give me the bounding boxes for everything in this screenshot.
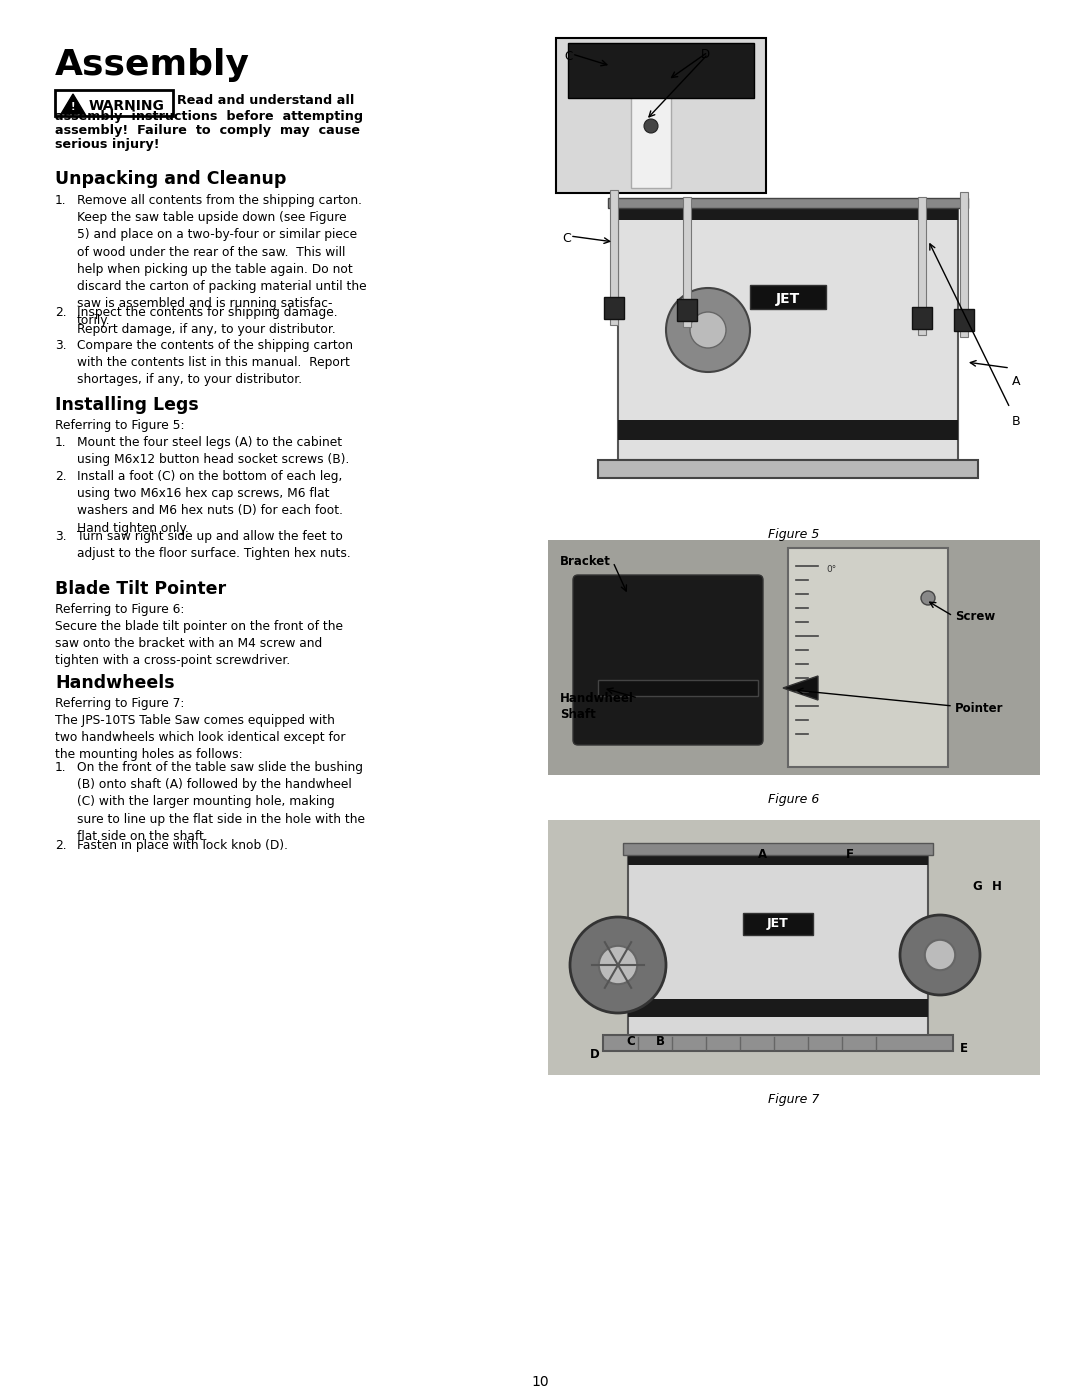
Text: Read and understand all: Read and understand all [177,94,354,108]
FancyBboxPatch shape [568,43,754,98]
Bar [912,307,932,330]
Text: 0°: 0° [826,566,836,574]
Bar [750,285,826,309]
Text: WARNING: WARNING [89,99,165,113]
Text: 2.: 2. [55,469,67,483]
Bar [960,191,968,337]
Text: A: A [758,848,767,861]
Bar [918,197,926,335]
Text: A: A [1012,374,1021,388]
Bar [598,680,758,696]
Text: Screw: Screw [955,610,996,623]
Text: assembly  instructions  before  attempting: assembly instructions before attempting [55,110,363,123]
Polygon shape [783,676,818,700]
Bar [548,29,1040,510]
Text: 2.: 2. [55,306,67,319]
Text: serious injury!: serious injury! [55,138,160,151]
Text: Compare the contents of the shipping carton
with the contents list in this manua: Compare the contents of the shipping car… [77,339,353,387]
Text: E: E [960,1042,968,1055]
Circle shape [690,312,726,348]
Text: Turn saw right side up and allow the feet to
adjust to the floor surface. Tighte: Turn saw right side up and allow the fee… [77,529,351,560]
Text: C: C [562,232,570,244]
Bar [556,38,766,193]
Circle shape [644,119,658,133]
Text: JET: JET [775,292,800,306]
Text: JET: JET [767,918,788,930]
Bar [683,197,691,327]
Bar [954,309,974,331]
Circle shape [570,916,666,1013]
Text: assembly!  Failure  to  comply  may  cause: assembly! Failure to comply may cause [55,124,360,137]
Circle shape [924,940,955,970]
Text: Secure the blade tilt pointer on the front of the
saw onto the bracket with an M: Secure the blade tilt pointer on the fro… [55,620,343,668]
Bar [631,59,671,189]
Text: 1.: 1. [55,194,67,207]
Bar [548,820,1040,1076]
Text: D: D [590,1048,599,1060]
Text: Referring to Figure 5:: Referring to Figure 5: [55,419,185,432]
Text: Bracket: Bracket [561,555,611,569]
Text: G: G [972,880,982,893]
Bar [743,914,813,935]
Text: Mount the four steel legs (A) to the cabinet
using M6x12 button head socket scre: Mount the four steel legs (A) to the cab… [77,436,349,467]
Text: Assembly: Assembly [55,47,249,82]
Circle shape [666,288,750,372]
Bar [610,190,618,326]
FancyBboxPatch shape [573,576,762,745]
Text: Install a foot (C) on the bottom of each leg,
using two M6x16 hex cap screws, M6: Install a foot (C) on the bottom of each… [77,469,343,535]
Text: Handwheel
Shaft: Handwheel Shaft [561,692,634,721]
Circle shape [921,591,935,605]
Text: B: B [656,1035,665,1048]
Text: Pointer: Pointer [955,703,1003,715]
Text: Unpacking and Cleanup: Unpacking and Cleanup [55,170,286,189]
Bar [598,460,978,478]
Text: 10: 10 [531,1375,549,1389]
Text: The JPS-10TS Table Saw comes equipped with
two handwheels which look identical e: The JPS-10TS Table Saw comes equipped wi… [55,714,346,761]
Text: H: H [993,880,1002,893]
Text: Inspect the contents for shipping damage.
Report damage, if any, to your distrib: Inspect the contents for shipping damage… [77,306,338,337]
Circle shape [900,915,980,995]
Text: Installing Legs: Installing Legs [55,395,199,414]
Text: Referring to Figure 6:: Referring to Figure 6: [55,604,185,616]
Bar [603,1035,953,1051]
Text: C: C [626,1035,635,1048]
Text: 3.: 3. [55,529,67,543]
Text: 3.: 3. [55,339,67,352]
Text: Figure 6: Figure 6 [768,793,820,806]
Bar [788,548,948,767]
Bar [548,541,1040,775]
Circle shape [598,946,637,985]
Text: Fasten in place with lock knob (D).: Fasten in place with lock knob (D). [77,840,288,852]
Text: Blade Tilt Pointer: Blade Tilt Pointer [55,580,226,598]
Bar [627,999,928,1017]
Bar [608,198,968,208]
Bar [618,420,958,440]
Text: Handwheels: Handwheels [55,673,175,692]
Text: !: ! [71,102,76,112]
Bar [677,299,697,321]
Bar [623,842,933,855]
Text: Figure 5: Figure 5 [768,528,820,541]
Text: C: C [564,50,572,63]
Text: D: D [701,47,711,61]
Text: B: B [1012,415,1021,427]
Text: 1.: 1. [55,761,67,774]
Text: 2.: 2. [55,840,67,852]
Text: On the front of the table saw slide the bushing
(B) onto shaft (A) followed by t: On the front of the table saw slide the … [77,761,365,842]
Bar [627,847,928,865]
Bar [604,298,624,319]
Text: Referring to Figure 7:: Referring to Figure 7: [55,697,185,710]
Polygon shape [60,94,85,115]
Text: F: F [846,848,854,861]
Text: Remove all contents from the shipping carton.
Keep the saw table upside down (se: Remove all contents from the shipping ca… [77,194,366,327]
Bar [618,200,958,460]
Bar [618,200,958,219]
Bar [627,845,928,1035]
Bar [55,89,173,116]
Text: 1.: 1. [55,436,67,448]
Text: Figure 7: Figure 7 [768,1092,820,1106]
